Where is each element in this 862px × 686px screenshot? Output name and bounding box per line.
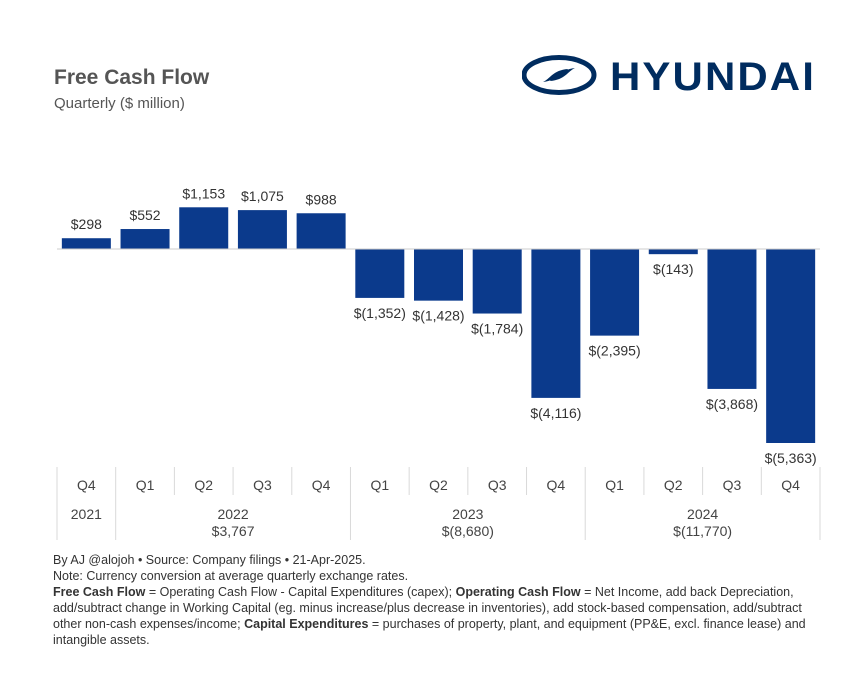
year-total-1: $3,767 — [212, 523, 255, 539]
bar-label-10: $(143) — [653, 261, 693, 277]
tick-label-6: Q2 — [429, 477, 448, 493]
bar-label-6: $(1,428) — [412, 308, 464, 324]
bar-label-1: $552 — [129, 207, 160, 223]
bar-2 — [179, 207, 229, 249]
hyundai-logo: HYUNDAI — [522, 55, 816, 98]
tick-label-9: Q1 — [605, 477, 624, 493]
source-line: By AJ @alojoh • Source: Company filings … — [53, 553, 366, 567]
bar-label-9: $(2,395) — [588, 343, 640, 359]
bar-label-5: $(1,352) — [354, 305, 406, 321]
def-free-cash-flow-term: Free Cash Flow — [53, 585, 146, 599]
tick-label-4: Q4 — [312, 477, 331, 493]
tick-label-1: Q1 — [136, 477, 155, 493]
definitions: Free Cash Flow = Operating Cash Flow - C… — [53, 584, 833, 648]
hyundai-emblem-icon — [522, 55, 597, 95]
tick-label-11: Q3 — [723, 477, 742, 493]
bar-11 — [707, 249, 757, 389]
bar-label-8: $(4,116) — [530, 405, 581, 421]
bar-0 — [61, 238, 111, 249]
tick-label-2: Q2 — [194, 477, 213, 493]
tick-label-5: Q1 — [370, 477, 389, 493]
chart-subtitle: Quarterly ($ million) — [54, 95, 185, 112]
tick-label-10: Q2 — [664, 477, 683, 493]
year-label-0: 2021 — [71, 506, 102, 522]
hyundai-wordmark: HYUNDAI — [610, 55, 816, 98]
bar-6 — [414, 249, 463, 301]
tick-label-12: Q4 — [781, 477, 800, 493]
bar-label-0: $298 — [71, 216, 102, 232]
bar-12 — [766, 249, 816, 443]
year-label-3: 2024 — [687, 506, 718, 522]
bar-label-2: $1,153 — [182, 185, 225, 201]
def-operating-cash-flow-term: Operating Cash Flow — [455, 585, 581, 599]
def-operating-cash-flow-text: = Net Income, add back Depreciation, add… — [53, 585, 802, 631]
note-line: Note: Currency conversion at average qua… — [53, 569, 409, 583]
bar-4 — [296, 213, 346, 249]
bar-label-7: $(1,784) — [471, 321, 523, 337]
bar-8 — [531, 249, 581, 398]
bar-7 — [472, 249, 522, 314]
tick-label-0: Q4 — [77, 477, 96, 493]
footer-notes: By AJ @alojoh • Source: Company filings … — [53, 552, 833, 648]
bar-label-11: $(3,868) — [706, 396, 758, 412]
bar-label-3: $1,075 — [241, 188, 284, 204]
chart-title: Free Cash Flow — [54, 66, 210, 89]
year-total-3: $(11,770) — [673, 523, 732, 539]
year-label-2: 2023 — [452, 506, 483, 522]
bar-label-12: $(5,363) — [765, 450, 817, 466]
tick-label-7: Q3 — [488, 477, 507, 493]
bar-10 — [648, 249, 698, 255]
def-capex-text: = purchases of property, plant, and equi… — [53, 617, 806, 647]
def-free-cash-flow-text: = Operating Cash Flow - Capital Expendit… — [145, 585, 456, 599]
bar-1 — [120, 229, 170, 249]
tick-label-3: Q3 — [253, 477, 272, 493]
bar-3 — [237, 210, 287, 249]
bar-label-4: $988 — [306, 191, 337, 207]
tick-label-8: Q4 — [547, 477, 566, 493]
def-capex-term: Capital Expenditures — [244, 617, 369, 631]
year-label-1: 2022 — [217, 506, 248, 522]
bar-9 — [590, 249, 640, 336]
year-total-2: $(8,680) — [442, 523, 494, 539]
bar-5 — [355, 249, 405, 298]
